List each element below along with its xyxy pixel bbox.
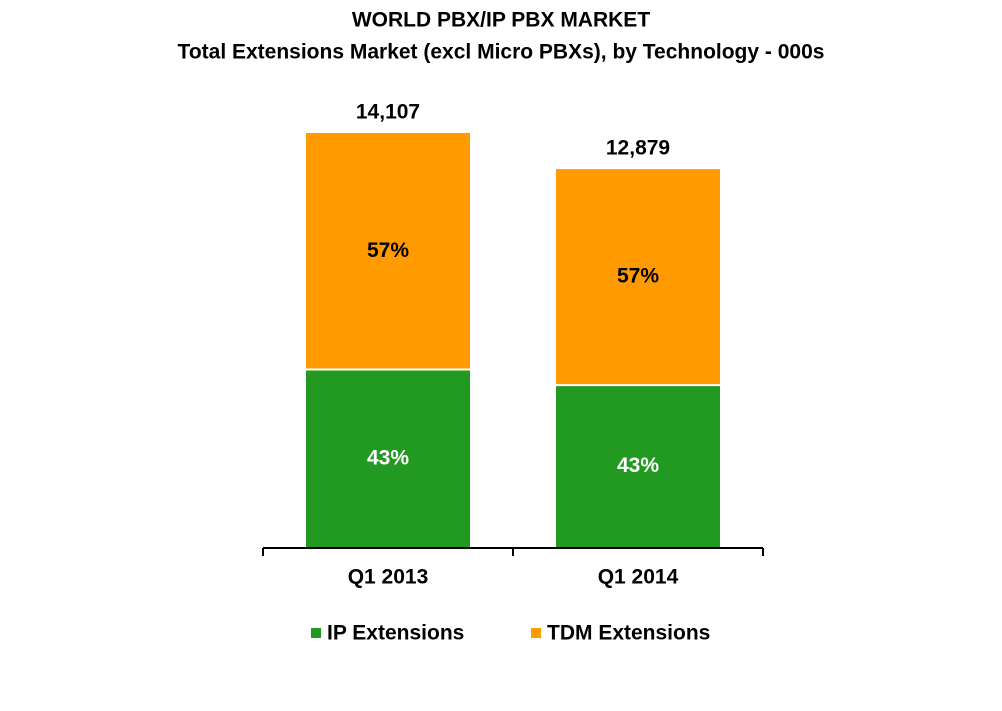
data-label: 43% (617, 454, 659, 477)
bar-segment (306, 133, 470, 370)
x-tick-label: Q1 2013 (348, 566, 429, 589)
total-label: 14,107 (356, 101, 420, 124)
chart-subtitle: Total Extensions Market (excl Micro PBXs… (178, 41, 825, 64)
chart-title: WORLD PBX/IP PBX MARKET (352, 9, 650, 32)
legend-label: TDM Extensions (547, 622, 710, 645)
bar-segment (306, 369, 470, 548)
x-tick-label: Q1 2014 (598, 566, 679, 589)
data-label: 57% (617, 265, 659, 288)
data-label: 43% (367, 446, 409, 469)
legend-swatch (531, 628, 541, 638)
legend-swatch (311, 628, 321, 638)
bar-segment (556, 385, 720, 548)
bar-segment (556, 169, 720, 386)
total-label: 12,879 (606, 137, 670, 160)
legend-label: IP Extensions (327, 622, 464, 645)
data-label: 57% (367, 239, 409, 262)
